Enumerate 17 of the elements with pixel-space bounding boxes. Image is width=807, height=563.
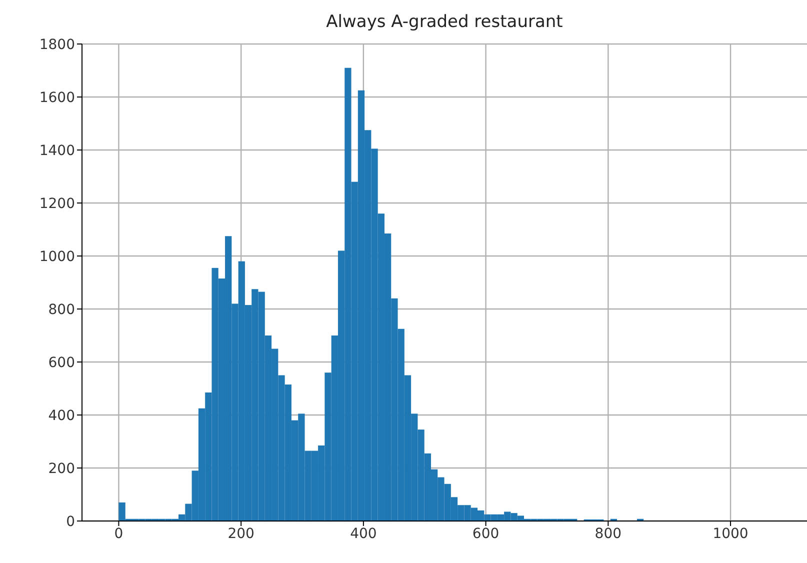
y-tick-label: 0 [66,514,75,530]
x-tick-label: 200 [228,526,254,542]
y-tick-label: 1600 [39,90,75,106]
x-tick-label: 600 [472,526,500,542]
x-tick-label: 400 [350,526,377,542]
y-tick-label: 400 [48,408,75,424]
y-tick-label: 1000 [39,248,75,265]
y-tick-label: 800 [48,302,75,318]
y-tick-label: 1400 [39,142,75,159]
x-tick-label: 800 [594,526,622,542]
y-tick-label: 200 [48,460,75,477]
x-tick-label: 0 [114,526,124,542]
chart-title: Always A-graded restaurant [325,12,564,32]
y-tick-label: 600 [48,354,75,371]
x-tick-label: 1000 [712,526,748,542]
y-tick-label: 1800 [39,36,75,53]
y-tick-label: 1200 [39,196,75,212]
